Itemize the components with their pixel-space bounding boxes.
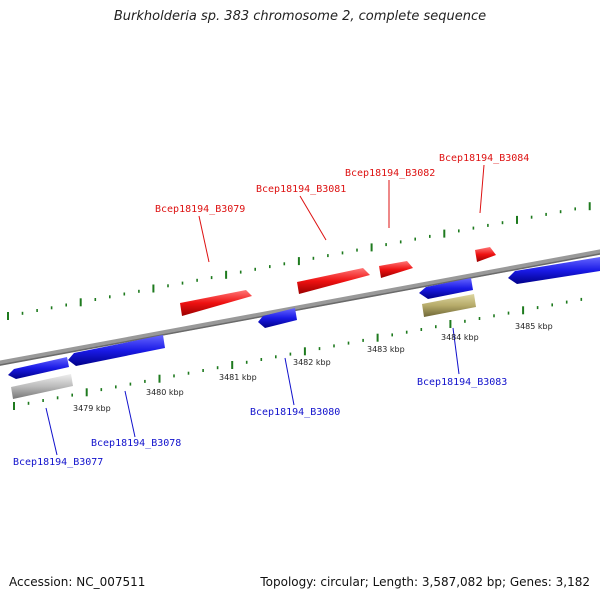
leader-B3081 — [299, 195, 327, 241]
gene-label-B3080[interactable]: Bcep18194_B3080 — [250, 407, 340, 418]
gene-arrow-B3081[interactable] — [297, 268, 370, 294]
gene-label-B3082[interactable]: Bcep18194_B3082 — [345, 168, 435, 179]
upper-scale-track — [7, 202, 591, 320]
gene-label-B3083[interactable]: Bcep18194_B3083 — [417, 377, 507, 388]
kbp-label-3479: 3479 kbp — [73, 404, 111, 413]
leader-B3078 — [124, 390, 136, 438]
gene-label-B3081[interactable]: Bcep18194_B3081 — [256, 184, 346, 195]
topology-stats-text: Topology: circular; Length: 3,587,082 bp… — [260, 575, 590, 589]
leader-B3079 — [198, 215, 210, 263]
gene-arrow-B3080[interactable] — [258, 308, 297, 328]
gene-arrow-right-edge[interactable] — [508, 257, 600, 284]
map-title: Burkholderia sp. 383 chromosome 2, compl… — [113, 9, 487, 24]
kbp-label-3482: 3482 kbp — [293, 358, 331, 367]
gene-label-B3078[interactable]: Bcep18194_B3078 — [91, 438, 181, 449]
gene-arrow-B3079[interactable] — [180, 290, 252, 316]
gene-label-B3084[interactable]: Bcep18194_B3084 — [439, 153, 529, 164]
kbp-label-3483: 3483 kbp — [367, 345, 405, 354]
gene-arrow-B3077[interactable] — [8, 357, 69, 379]
gene-arrow-gray[interactable] — [11, 374, 73, 399]
leader-B3080 — [284, 357, 295, 406]
kbp-label-3485: 3485 kbp — [515, 322, 553, 331]
gene-label-B3079[interactable]: Bcep18194_B3079 — [155, 204, 245, 215]
leader-B3083 — [452, 327, 460, 375]
leader-B3077 — [45, 407, 58, 456]
gene-label-B3077[interactable]: Bcep18194_B3077 — [13, 457, 103, 468]
genome-backbone — [0, 249, 600, 366]
gene-arrow-B3084[interactable] — [475, 247, 496, 262]
gene-arrow-khaki[interactable] — [422, 294, 476, 317]
kbp-label-3484: 3484 kbp — [441, 333, 479, 342]
gene-arrow-B3078[interactable] — [68, 335, 165, 366]
lower-scale-track — [13, 297, 583, 410]
accession-text: Accession: NC_007511 — [9, 575, 146, 589]
genome-backbone-shadow — [0, 253, 600, 366]
kbp-label-3480: 3480 kbp — [146, 388, 184, 397]
gene-arrow-B3082[interactable] — [379, 261, 413, 278]
kbp-label-3481: 3481 kbp — [219, 373, 257, 382]
leader-B3084 — [479, 164, 485, 214]
gene-arrow-B3083[interactable] — [419, 278, 473, 299]
